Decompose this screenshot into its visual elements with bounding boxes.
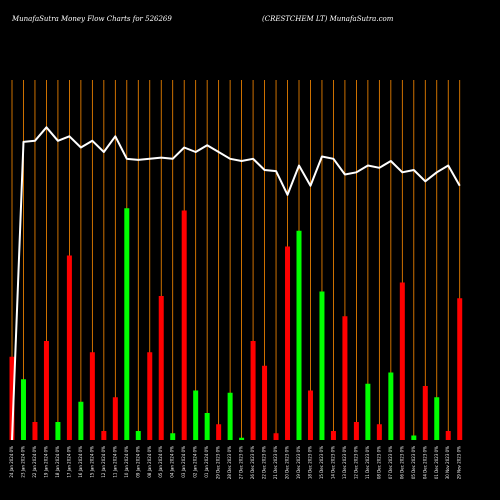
bar-down — [32, 422, 38, 440]
x-axis-labels: 24 Jan 2024 0% 23 Jan 2024 0% 22 Jan 2024 … — [9, 446, 462, 479]
bar-down — [181, 210, 187, 440]
bar-down — [422, 386, 428, 440]
bar-down — [9, 356, 15, 440]
x-tick-label: 29 Nov 2023 0% — [457, 446, 462, 479]
x-tick-label: 08 Dec 2023 0% — [376, 446, 381, 479]
bar-down — [250, 341, 256, 440]
x-tick-label: 08 Jan 2024 0% — [147, 446, 152, 478]
bar-down — [273, 433, 279, 440]
bar-down — [445, 431, 451, 440]
x-tick-label: 26 Dec 2023 0% — [250, 446, 255, 479]
bar-down — [216, 424, 222, 440]
x-tick-label: 23 Jan 2024 0% — [20, 446, 25, 478]
x-tick-label: 19 Jan 2024 0% — [43, 446, 48, 478]
x-tick-label: 10 Jan 2024 0% — [124, 446, 129, 478]
x-tick-label: 22 Dec 2023 0% — [262, 446, 267, 479]
bar-up — [135, 431, 141, 440]
x-tick-label: 18 Dec 2023 0% — [307, 446, 312, 479]
x-tick-label: 11 Dec 2023 0% — [365, 446, 370, 479]
x-tick-label: 24 Jan 2024 0% — [9, 446, 14, 478]
x-tick-label: 07 Dec 2023 0% — [388, 446, 393, 479]
bar-up — [20, 379, 26, 440]
bar-up — [204, 413, 210, 440]
bar-up — [193, 390, 199, 440]
x-tick-label: 09 Jan 2024 0% — [135, 446, 140, 478]
bar-down — [158, 296, 164, 440]
bar-up — [78, 401, 84, 440]
bar-up — [365, 383, 371, 440]
x-tick-label: 18 Jan 2024 0% — [55, 446, 60, 478]
x-tick-label: 21 Dec 2023 0% — [273, 446, 278, 479]
bar-up — [319, 291, 325, 440]
x-tick-label: 06 Dec 2023 0% — [399, 446, 404, 479]
x-tick-label: 17 Jan 2024 0% — [66, 446, 71, 478]
x-tick-label: 12 Dec 2023 0% — [353, 446, 358, 479]
chart-subtitle: (CRESTCHEM LT) MunafaSutra.com — [262, 15, 394, 23]
bars — [9, 208, 463, 440]
money-flow-series-line — [11, 126, 461, 441]
bar-up — [55, 422, 61, 440]
x-tick-label: 28 Dec 2023 0% — [227, 446, 232, 479]
x-tick-label: 01 Jan 2024 0% — [204, 446, 209, 478]
x-tick-label: 16 Jan 2024 0% — [78, 446, 83, 478]
money-flow-line — [11, 126, 461, 441]
bar-up — [296, 230, 302, 440]
x-tick-label: 15 Dec 2023 0% — [319, 446, 324, 479]
x-tick-label: 05 Jan 2024 0% — [158, 446, 163, 478]
bar-up — [388, 372, 394, 440]
x-tick-label: 03 Jan 2024 0% — [181, 446, 186, 478]
bar-down — [330, 431, 336, 440]
bar-down — [353, 422, 359, 440]
x-tick-label: 13 Dec 2023 0% — [342, 446, 347, 479]
x-tick-label: 04 Dec 2023 0% — [422, 446, 427, 479]
bar-down — [89, 352, 95, 440]
bar-down — [101, 431, 107, 440]
x-tick-label: 01 Dec 2023 0% — [434, 446, 439, 479]
bar-up — [170, 433, 176, 440]
x-tick-label: 20 Dec 2023 0% — [285, 446, 290, 479]
bar-down — [457, 298, 463, 440]
bar-down — [399, 282, 405, 440]
x-tick-label: 27 Dec 2023 0% — [239, 446, 244, 479]
bar-up — [124, 208, 130, 440]
bar-down — [43, 341, 49, 440]
bar-down — [307, 390, 313, 440]
x-tick-label: 05 Dec 2023 0% — [411, 446, 416, 479]
bar-down — [342, 316, 348, 440]
chart-title: MunafaSutra Money Flow Charts for 526269 — [12, 15, 172, 23]
bar-up — [434, 397, 440, 440]
x-tick-label: 02 Jan 2024 0% — [193, 446, 198, 478]
bar-down — [66, 255, 72, 440]
x-tick-label: 22 Jan 2024 0% — [32, 446, 37, 478]
x-tick-label: 11 Jan 2024 0% — [112, 446, 117, 478]
x-tick-label: 14 Dec 2023 0% — [330, 446, 335, 479]
bar-down — [262, 365, 268, 440]
x-tick-label: 04 Jan 2024 0% — [170, 446, 175, 478]
x-tick-label: 15 Jan 2024 0% — [89, 446, 94, 478]
bar-up — [227, 392, 233, 440]
bar-down — [112, 397, 118, 440]
x-tick-label: 12 Jan 2024 0% — [101, 446, 106, 478]
bar-down — [376, 424, 382, 440]
bar-up — [239, 437, 245, 440]
bar-down — [147, 352, 153, 440]
x-tick-label: 30 Nov 2023 0% — [445, 446, 450, 479]
x-tick-label: 29 Dec 2023 0% — [216, 446, 221, 479]
x-tick-label: 19 Dec 2023 0% — [296, 446, 301, 479]
bar-down — [285, 246, 291, 440]
bar-up — [411, 435, 417, 440]
